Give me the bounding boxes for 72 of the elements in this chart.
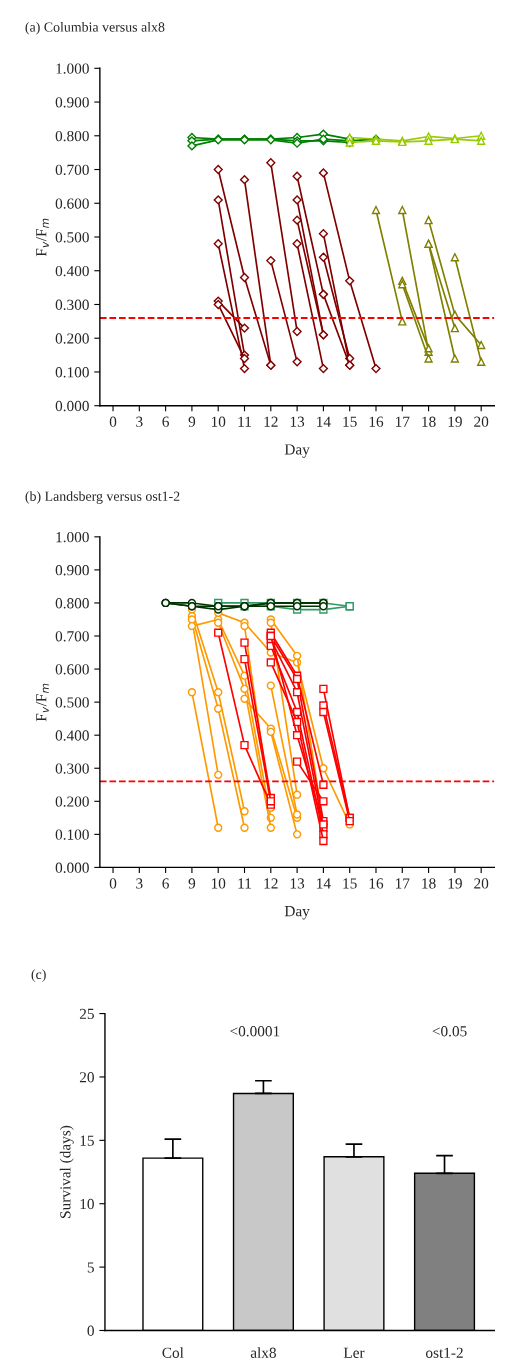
- x-tick-label: 15: [343, 416, 357, 427]
- x-tick-label: 14: [317, 416, 331, 427]
- y-tick-label: 0.800: [55, 130, 89, 142]
- x-tick-label: Ler: [343, 1347, 365, 1358]
- y-tick-label: 0.500: [55, 697, 89, 708]
- x-tick-label: alx8: [250, 1347, 276, 1358]
- x-tick-label: 18: [422, 878, 436, 889]
- x-tick-label: 16: [369, 878, 384, 889]
- y-tick-label: 0.100: [55, 829, 89, 840]
- chart-title: (c): [31, 969, 46, 982]
- y-tick-label: 1.000: [56, 531, 89, 543]
- x-tick-label: 20: [474, 416, 489, 427]
- y-tick-label: 0.000: [55, 400, 89, 412]
- x-tick-label: 3: [136, 878, 143, 889]
- annotation: <0.05: [432, 1026, 467, 1037]
- y-tick-label: 0.400: [55, 265, 89, 277]
- y-tick-label: 20: [79, 1072, 94, 1083]
- x-tick-label: Col: [162, 1347, 184, 1358]
- x-tick-label: 19: [448, 878, 462, 889]
- y-tick-label: 0.600: [55, 198, 89, 209]
- x-tick-label: 13: [290, 416, 305, 427]
- y-tick-label: 0.800: [55, 598, 89, 609]
- y-tick-label: 0.200: [55, 796, 89, 807]
- x-tick-label: 17: [395, 416, 410, 427]
- x-tick-label: 6: [162, 416, 169, 427]
- y-tick-label: 0.200: [55, 333, 89, 344]
- y-axis-title: F$_{v}$/F$_{m}$: [36, 218, 49, 257]
- x-axis-title: Day: [284, 444, 310, 458]
- y-tick-label: 0.700: [55, 164, 89, 176]
- y-tick-label: 10: [80, 1198, 94, 1210]
- x-tick-label: 19: [448, 416, 462, 427]
- y-axis-title: F$_{v}$/F$_{m}$: [36, 683, 49, 722]
- x-tick-label: 13: [290, 878, 305, 889]
- x-tick-label: 15: [343, 878, 357, 889]
- annotation: <0.0001: [230, 1026, 280, 1037]
- y-tick-label: 0.900: [55, 565, 89, 576]
- y-tick-label: 0.600: [55, 664, 89, 675]
- chart-title: (b) Landsberg versus ost1-2: [25, 491, 180, 504]
- y-tick-label: 5: [87, 1262, 94, 1273]
- y-tick-label: 0.400: [55, 730, 89, 741]
- chart-title: (a) Columbia versus alx8: [25, 21, 165, 35]
- y-tick-label: 0.300: [55, 763, 89, 774]
- x-tick-label: 6: [162, 878, 169, 889]
- y-tick-label: 15: [80, 1135, 94, 1146]
- x-tick-label: 18: [422, 416, 436, 427]
- y-tick-label: 0.500: [55, 232, 89, 243]
- x-tick-label: 12: [264, 416, 278, 427]
- y-tick-label: 0.900: [55, 97, 89, 108]
- x-tick-label: 16: [369, 416, 384, 427]
- y-tick-label: 0.100: [55, 367, 89, 378]
- x-tick-label: 0: [109, 416, 117, 427]
- x-tick-label: 17: [395, 878, 410, 889]
- y-tick-label: 0.000: [55, 862, 89, 873]
- x-axis-title: Day: [284, 906, 310, 920]
- x-tick-label: 10: [211, 878, 226, 889]
- x-tick-label: ost1-2: [426, 1347, 463, 1358]
- y-tick-label: 0.700: [55, 631, 89, 642]
- x-tick-label: 0: [109, 878, 117, 889]
- x-tick-label: 10: [211, 416, 226, 427]
- x-tick-label: 20: [474, 878, 489, 889]
- x-tick-label: 3: [136, 416, 143, 427]
- x-tick-label: 9: [188, 416, 196, 427]
- y-tick-label: 1.000: [56, 63, 89, 74]
- x-tick-label: 9: [188, 878, 196, 889]
- x-tick-label: 11: [238, 878, 251, 889]
- y-tick-label: 25: [79, 1008, 94, 1020]
- x-tick-label: 11: [238, 416, 251, 427]
- x-tick-label: 14: [317, 878, 331, 889]
- y-tick-label: 0.300: [55, 299, 89, 310]
- x-tick-label: 12: [264, 878, 278, 889]
- y-tick-label: 0: [87, 1325, 94, 1336]
- y-axis-title: Survival (days): [59, 1125, 74, 1218]
